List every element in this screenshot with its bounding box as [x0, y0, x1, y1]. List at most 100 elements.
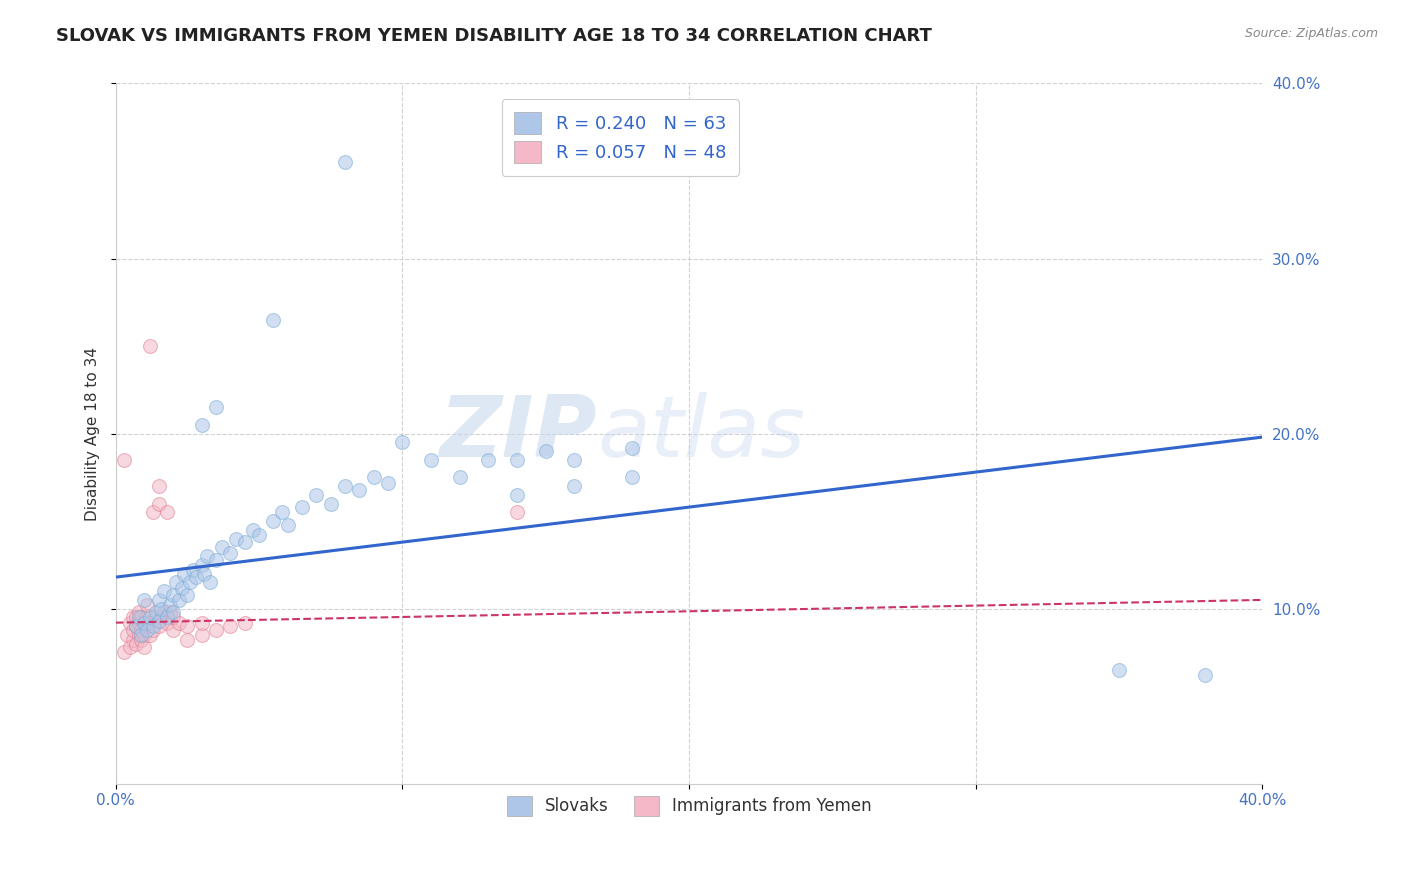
Point — [219, 546, 242, 560]
Point — [121, 610, 143, 624]
Point — [136, 608, 159, 623]
Text: atlas: atlas — [598, 392, 806, 475]
Point — [205, 401, 228, 415]
Text: ZIP: ZIP — [440, 392, 598, 475]
Point — [205, 623, 228, 637]
Point — [225, 532, 247, 546]
Point — [134, 628, 156, 642]
Point — [562, 453, 585, 467]
Point — [179, 575, 201, 590]
Point — [477, 453, 499, 467]
Point — [156, 610, 179, 624]
Point — [620, 441, 643, 455]
Point — [181, 563, 204, 577]
Point — [145, 605, 167, 619]
Point — [377, 475, 399, 490]
Point — [193, 566, 215, 581]
Point — [153, 605, 176, 619]
Legend: Slovaks, Immigrants from Yemen: Slovaks, Immigrants from Yemen — [498, 788, 880, 824]
Point — [131, 628, 153, 642]
Point — [211, 541, 233, 555]
Point — [506, 488, 529, 502]
Point — [1108, 663, 1130, 677]
Point — [121, 633, 143, 648]
Point — [262, 514, 284, 528]
Point — [145, 610, 167, 624]
Point — [319, 497, 342, 511]
Point — [136, 623, 159, 637]
Point — [562, 479, 585, 493]
Point — [190, 558, 212, 572]
Point — [176, 619, 198, 633]
Point — [233, 535, 256, 549]
Point — [142, 623, 165, 637]
Point — [363, 470, 385, 484]
Point — [148, 619, 170, 633]
Point — [148, 497, 170, 511]
Point — [118, 640, 141, 655]
Point — [449, 470, 471, 484]
Point — [139, 610, 162, 624]
Point — [148, 614, 170, 628]
Point — [162, 588, 184, 602]
Point — [277, 517, 299, 532]
Point — [291, 500, 314, 515]
Point — [205, 552, 228, 566]
Point — [184, 570, 207, 584]
Point — [131, 623, 153, 637]
Text: SLOVAK VS IMMIGRANTS FROM YEMEN DISABILITY AGE 18 TO 34 CORRELATION CHART: SLOVAK VS IMMIGRANTS FROM YEMEN DISABILI… — [56, 27, 932, 45]
Point — [136, 619, 159, 633]
Point — [139, 339, 162, 353]
Point — [167, 615, 190, 630]
Point — [124, 619, 146, 633]
Point — [142, 505, 165, 519]
Point — [333, 479, 356, 493]
Point — [134, 640, 156, 655]
Point — [506, 505, 529, 519]
Point — [128, 610, 150, 624]
Point — [112, 453, 135, 467]
Point — [139, 615, 162, 630]
Point — [162, 610, 184, 624]
Point — [148, 593, 170, 607]
Point — [242, 523, 264, 537]
Point — [233, 615, 256, 630]
Point — [190, 628, 212, 642]
Point — [134, 615, 156, 630]
Point — [420, 453, 443, 467]
Point — [506, 453, 529, 467]
Point — [128, 615, 150, 630]
Point — [124, 619, 146, 633]
Text: Source: ZipAtlas.com: Source: ZipAtlas.com — [1244, 27, 1378, 40]
Point — [165, 575, 187, 590]
Point — [148, 479, 170, 493]
Point — [173, 566, 195, 581]
Point — [620, 470, 643, 484]
Point — [134, 593, 156, 607]
Point — [162, 623, 184, 637]
Point — [156, 505, 179, 519]
Point — [128, 628, 150, 642]
Point — [190, 615, 212, 630]
Point — [136, 598, 159, 612]
Point — [121, 623, 143, 637]
Point — [150, 601, 173, 615]
Point — [142, 619, 165, 633]
Point — [305, 488, 328, 502]
Point — [534, 444, 557, 458]
Point — [176, 633, 198, 648]
Point — [139, 628, 162, 642]
Point — [159, 598, 181, 612]
Point — [115, 628, 138, 642]
Point — [200, 575, 222, 590]
Point — [150, 610, 173, 624]
Point — [128, 605, 150, 619]
Y-axis label: Disability Age 18 to 34: Disability Age 18 to 34 — [86, 347, 100, 521]
Point — [190, 417, 212, 432]
Point — [270, 505, 292, 519]
Point — [176, 588, 198, 602]
Point — [153, 584, 176, 599]
Point — [247, 528, 270, 542]
Point — [134, 615, 156, 630]
Point — [195, 549, 218, 563]
